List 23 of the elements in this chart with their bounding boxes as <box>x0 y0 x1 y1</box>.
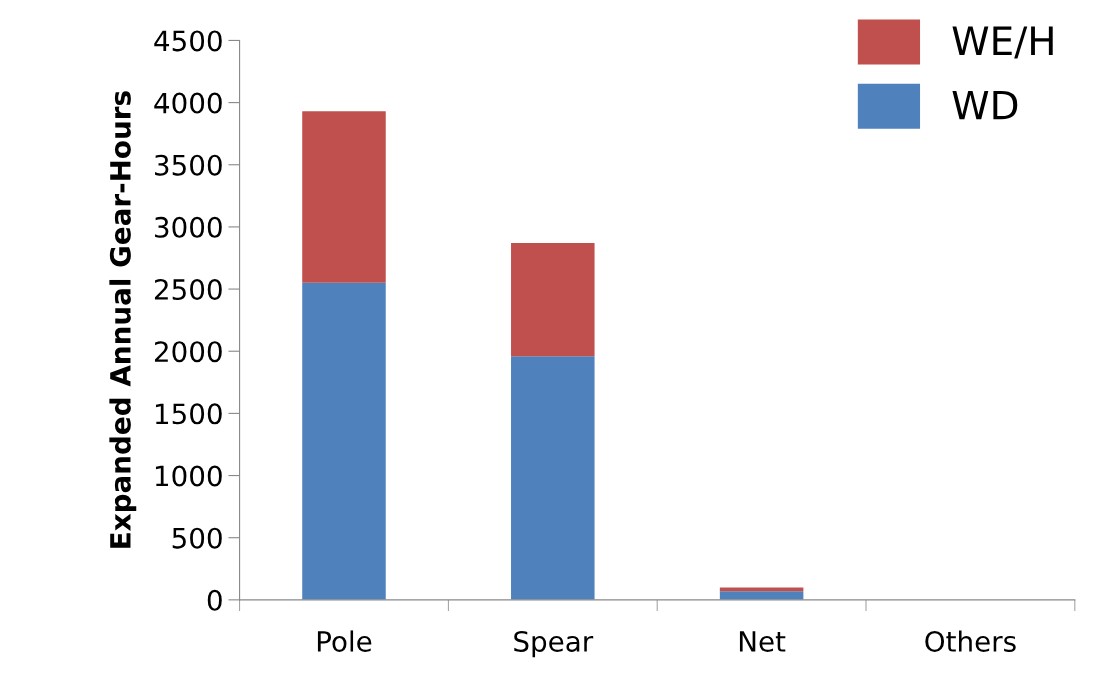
x-tick-label: Others <box>925 630 1016 652</box>
bar <box>511 356 595 600</box>
x-tick-label: Spear <box>514 630 594 658</box>
y-tick-label: 1500 <box>155 403 222 425</box>
y-tick-label: 1000 <box>155 465 222 487</box>
y-tick-label: 2500 <box>154 279 222 301</box>
bar <box>719 587 804 592</box>
y-tick-label: 3500 <box>155 154 222 176</box>
y-tick-label: 3000 <box>155 216 222 238</box>
y-tick-label: 0 <box>207 589 222 611</box>
y-axis-title: Expanded Annual Gear-Hours <box>109 91 137 548</box>
y-tick-label: 4500 <box>154 30 222 52</box>
bar <box>511 243 595 357</box>
y-tick-label: 2000 <box>154 341 222 363</box>
x-tick-label: Net <box>739 631 786 652</box>
y-tick-label: 4000 <box>154 92 222 114</box>
x-tick-label: Pole <box>317 630 372 652</box>
y-tick-label: 500 <box>172 527 222 549</box>
bar <box>302 282 386 600</box>
bar <box>719 591 804 600</box>
bar <box>302 111 386 283</box>
legend-label: WE/H <box>952 26 1053 59</box>
legend-label: WD <box>952 90 1018 120</box>
